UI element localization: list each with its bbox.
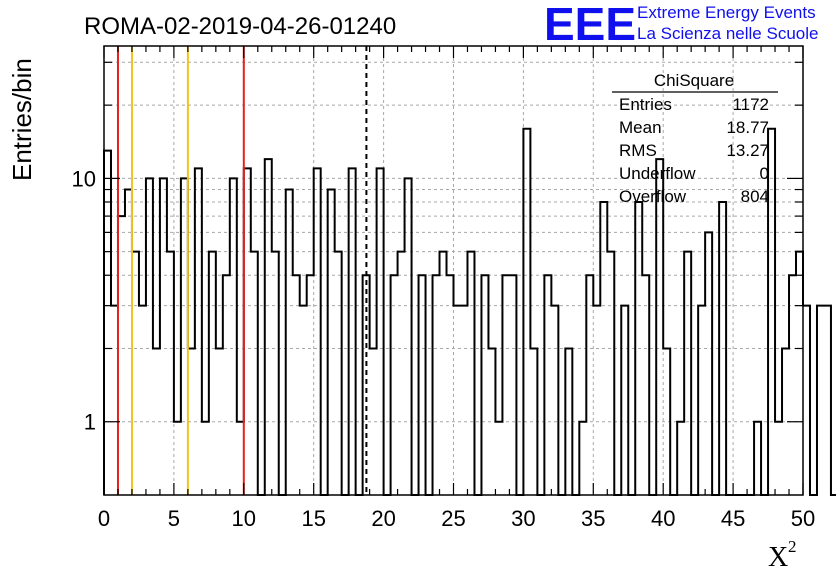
eee-logo: EEE Extreme Energy Events La Scienza nel… <box>544 0 818 50</box>
logo-mark: EEE <box>544 0 636 50</box>
x-axis-label-main: X <box>768 542 788 572</box>
stats-label-rms: RMS <box>619 141 657 160</box>
y-tick-labels: 1 10 <box>72 166 96 434</box>
x-axis-label-superscript: 2 <box>788 537 797 556</box>
stats-label-overflow: Overflow <box>619 187 687 206</box>
stats-value-overflow: 804 <box>741 187 769 206</box>
histogram-bars <box>103 127 836 496</box>
stats-value-underflow: 0 <box>760 164 769 183</box>
logo-line-2: La Scienza nelle Scuole <box>637 24 818 43</box>
stats-value-mean: 18.77 <box>726 118 769 137</box>
reference-lines <box>116 46 368 495</box>
x-tick-label: 15 <box>301 506 325 531</box>
axis-ticks <box>103 46 804 495</box>
x-tick-label: 45 <box>721 506 745 531</box>
logo-line-1: Extreme Energy Events <box>637 3 816 22</box>
chart-title: ROMA-02-2019-04-26-01240 <box>84 13 396 40</box>
x-tick-label: 5 <box>168 506 180 531</box>
stats-value-entries: 1172 <box>732 95 769 114</box>
stats-label-entries: Entries <box>619 95 672 114</box>
x-tick-label: 30 <box>511 506 535 531</box>
y-axis-label: Entries/bin <box>7 58 37 181</box>
y-tick-label: 10 <box>72 166 96 191</box>
stats-label-mean: Mean <box>619 118 662 137</box>
stats-box: ChiSquare Entries 1172 Mean 18.77 RMS 13… <box>612 71 778 206</box>
x-tick-label: 10 <box>232 506 256 531</box>
x-tick-label: 20 <box>371 506 395 531</box>
x-tick-label: 50 <box>791 506 815 531</box>
x-tick-label: 0 <box>98 506 110 531</box>
stats-title: ChiSquare <box>654 71 734 90</box>
stats-label-underflow: Underflow <box>619 164 696 183</box>
y-tick-label: 1 <box>84 410 96 435</box>
x-tick-label: 35 <box>581 506 605 531</box>
x-tick-labels: 0 5 10 15 20 25 30 35 40 45 50 <box>98 506 815 531</box>
histogram-outline <box>103 127 836 496</box>
x-axis-label: X 2 <box>768 537 797 572</box>
stats-value-rms: 13.27 <box>726 141 769 160</box>
x-tick-label: 40 <box>651 506 675 531</box>
x-tick-label: 25 <box>441 506 465 531</box>
